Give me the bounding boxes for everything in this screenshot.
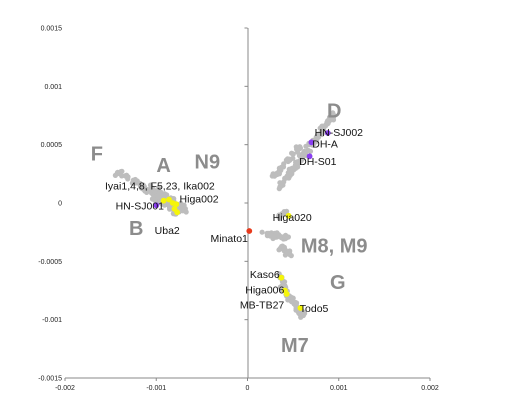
data-point [281,209,287,215]
data-point [277,180,283,186]
data-point [119,168,125,174]
data-point [285,249,291,256]
point-label: Minato1 [211,233,249,245]
y-tick-label: -0.0005 [38,259,62,266]
highlight-point [166,196,172,203]
data-point [178,200,184,206]
data-point [147,182,154,188]
data-point [264,233,270,239]
data-point [314,137,320,143]
highlight-point [308,139,315,146]
data-point [112,172,118,178]
y-tick-label: 0.001 [44,84,62,91]
highlight-point [153,202,160,209]
point-label: DH-S01 [299,156,337,168]
cluster-labels: D F A N9 B M8, M9 G M7 [91,100,368,357]
data-point [294,146,300,152]
highlight-point [246,228,253,234]
highlight-point [278,274,285,281]
data-point [285,297,291,303]
data-point [297,311,303,317]
data-point [142,188,148,194]
cluster-label: B [129,218,143,240]
y-tick-label: 0 [58,201,62,208]
data-point [321,123,327,130]
data-point [122,173,129,179]
data-point [289,298,295,304]
point-label: HN-SJ002 [315,127,364,139]
data-point [279,164,285,170]
cluster-label: M8, M9 [301,236,368,258]
cluster-label: N9 [195,152,221,174]
y-tick-label: -0.0015 [38,376,62,383]
y-tick-label: 0.0015 [41,26,63,33]
highlight-point [297,305,304,311]
data-point [290,151,296,157]
point-label: HN-SJ001 [116,200,165,212]
highlight-point [285,212,292,219]
data-point [283,232,289,238]
x-tick-label: 0 [246,385,250,392]
highlighted-points [153,130,331,311]
point-label: Higa020 [273,212,312,224]
highlight-point [306,153,313,160]
x-tick-label: -0.001 [146,385,166,392]
point-label: Iyai1,4,8, F5,23, Ika002 [105,180,215,192]
data-point [307,148,314,154]
data-point [317,131,323,137]
highlight-point [283,291,290,297]
y-tick-label: 0.0005 [41,142,63,149]
data-point [134,178,140,184]
data-point [183,209,189,215]
point-label: DH-A [312,138,338,150]
data-point [286,166,292,172]
point-label: Uba2 [155,225,180,237]
data-point [286,156,293,162]
highlight-point [324,130,331,136]
data-point [276,232,282,238]
data-point [301,148,308,154]
y-tick-label: -0.001 [42,317,62,324]
data-point [272,172,278,178]
data-point [155,193,161,199]
data-point [259,229,265,235]
cluster-label: G [330,272,346,294]
highlight-point [174,209,181,216]
data-point [295,164,301,170]
cluster-label: D [327,100,341,122]
x-tick-label: 0.001 [330,385,348,392]
x-tick-label: -0.002 [55,385,75,392]
axis-ticks: -0.002 -0.001 0 0.001 0.002 0.0015 0.001 0.0005… [38,26,439,393]
point-label: Higa006 [245,284,284,296]
data-point [156,185,162,191]
highlight-point [173,201,180,208]
highlight-point [160,197,167,204]
point-label: Todo5 [300,303,329,315]
cluster-label: A [156,155,170,177]
point-label: Kaso6 [250,269,280,281]
data-point [298,157,304,164]
cluster-label: F [91,143,103,165]
data-point [276,247,282,253]
data-point [328,114,334,120]
data-point [149,196,155,202]
cluster-label: M7 [281,335,309,357]
point-label: Higa002 [180,193,219,205]
x-tick-label: 0.002 [421,385,439,392]
data-point [294,300,300,306]
point-label: MB-TB27 [240,299,285,311]
data-point [276,186,282,192]
data-point [276,212,282,218]
data-point [167,204,173,210]
data-point [119,173,125,179]
